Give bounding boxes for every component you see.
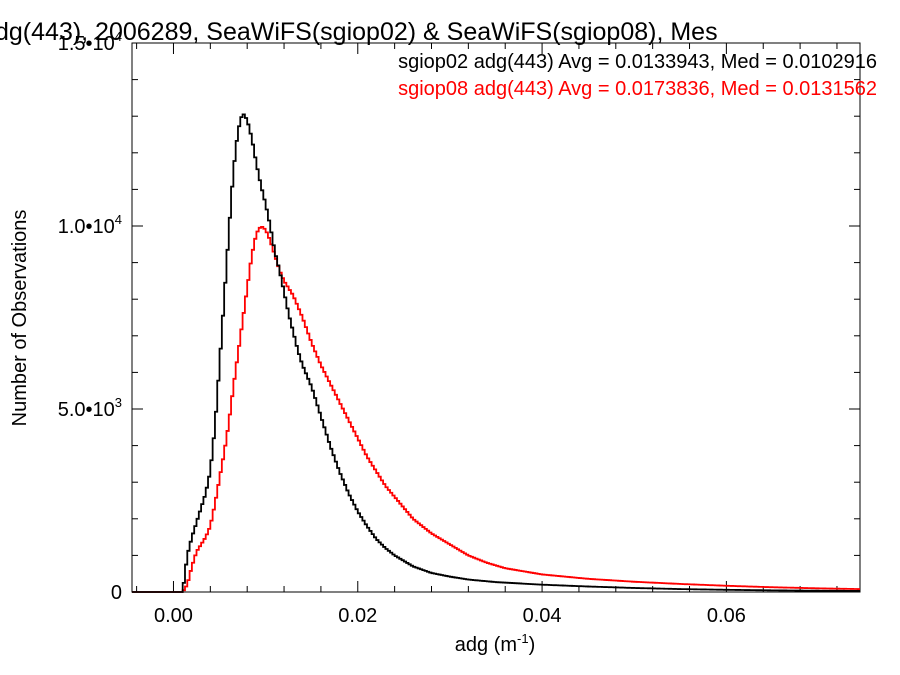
- x-tick-label: 0.04: [523, 605, 562, 627]
- x-tick-label: 0.06: [707, 605, 746, 627]
- x-axis-label: adg (m-1): [455, 631, 535, 656]
- legend: sgiop02 adg(443) Avg = 0.0133943, Med = …: [398, 51, 877, 100]
- x-axis-label-exponent: -1: [517, 631, 529, 646]
- x-axis-label-close: ): [529, 634, 536, 656]
- x-axis-label-text: adg (m: [455, 634, 517, 656]
- series-sgiop08-line: [132, 226, 860, 593]
- y-axis-label: Number of Observations: [9, 210, 31, 427]
- series-layer: [132, 113, 860, 593]
- y-tick-labels: 0 5.0•103 1.0•104 1.5•104: [58, 29, 122, 604]
- y-tick-label: 5.0•103: [58, 395, 122, 421]
- y-tick-label: 0: [111, 582, 122, 604]
- x-tick-label: 0.00: [154, 605, 193, 627]
- chart-title: dg(443), 2006289, SeaWiFS(sgiop02) & Sea…: [0, 18, 718, 46]
- tick-marks: [132, 42, 860, 593]
- plot-area: [131, 42, 861, 593]
- plot-frame: [131, 42, 861, 593]
- x-tick-labels: 0.00 0.02 0.04 0.06: [154, 605, 746, 627]
- y-tick-label: 1.5•104: [58, 29, 122, 55]
- y-tick-label: 1.0•104: [58, 212, 122, 238]
- legend-entry-sgiop08: sgiop08 adg(443) Avg = 0.0173836, Med = …: [398, 78, 877, 100]
- legend-entry-sgiop02: sgiop02 adg(443) Avg = 0.0133943, Med = …: [398, 51, 877, 73]
- x-tick-label: 0.02: [338, 605, 377, 627]
- series-sgiop02-line: [132, 113, 860, 593]
